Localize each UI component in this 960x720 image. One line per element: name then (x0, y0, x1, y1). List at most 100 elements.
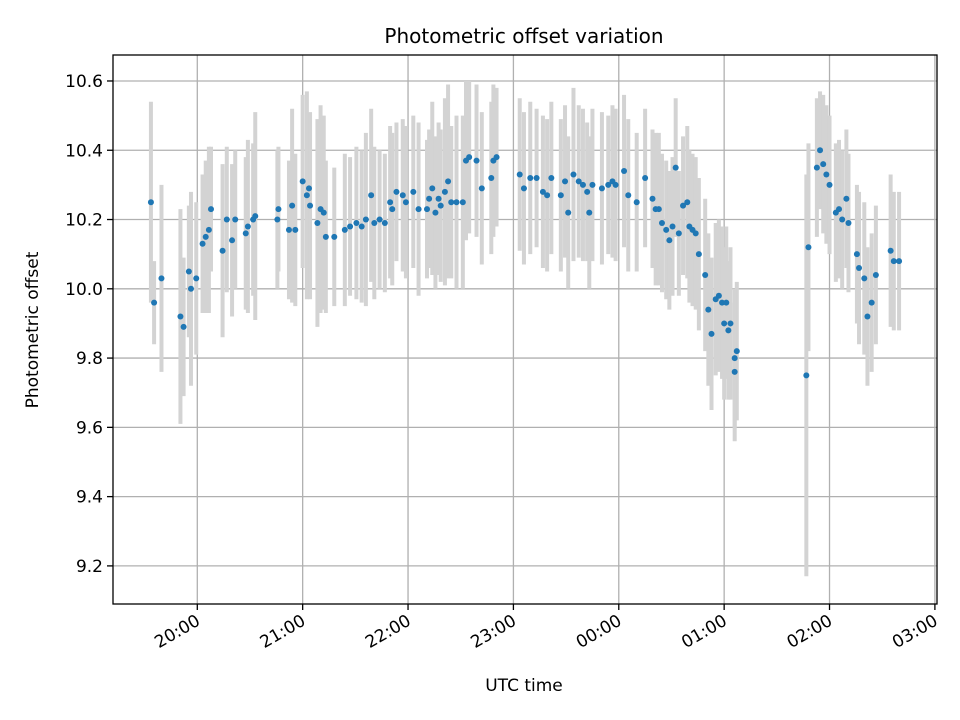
data-point (314, 219, 321, 226)
data-point (562, 178, 569, 185)
data-point (232, 216, 239, 223)
data-point (158, 275, 165, 282)
x-tick-label: 00:00 (573, 611, 625, 653)
data-point (199, 240, 206, 247)
data-point (527, 174, 534, 181)
chart-title: Photometric offset variation (384, 24, 663, 48)
data-point (727, 320, 734, 327)
data-point (861, 275, 868, 282)
data-point (649, 195, 656, 202)
data-point (586, 209, 593, 216)
data-point (402, 199, 409, 206)
data-point (387, 199, 394, 206)
data-point (731, 368, 738, 375)
data-point (347, 223, 354, 230)
data-point (516, 171, 523, 178)
data-point (589, 181, 596, 188)
data-point (305, 185, 312, 192)
data-point (544, 192, 551, 199)
data-point (376, 216, 383, 223)
data-point (410, 188, 417, 195)
data-point (675, 230, 682, 237)
data-point (177, 313, 184, 320)
y-tick-label: 9.8 (76, 349, 103, 369)
x-tick-label: 21:00 (257, 611, 309, 653)
data-point (448, 199, 455, 206)
data-point (303, 192, 310, 199)
data-point (633, 199, 640, 206)
data-point (533, 174, 540, 181)
y-tick-label: 10.2 (65, 211, 103, 231)
data-point (180, 323, 187, 330)
data-point (721, 320, 728, 327)
data-point (193, 275, 200, 282)
x-tick-label: 02:00 (784, 611, 836, 653)
data-point (358, 223, 365, 230)
data-point (473, 157, 480, 164)
data-point (731, 355, 738, 362)
data-point (219, 247, 226, 254)
y-axis-label: Photometric offset (23, 251, 43, 408)
data-point (820, 161, 827, 168)
y-tick-label: 9.2 (76, 557, 103, 577)
data-point (621, 168, 628, 175)
data-point (725, 327, 732, 334)
data-point (684, 199, 691, 206)
data-point (605, 181, 612, 188)
data-point (823, 171, 830, 178)
data-point (805, 244, 812, 251)
data-point (353, 219, 360, 226)
data-point (441, 188, 448, 195)
data-point (466, 154, 473, 161)
data-point (864, 313, 871, 320)
x-tick-label: 20:00 (151, 611, 203, 653)
data-point (459, 199, 466, 206)
data-point (548, 174, 555, 181)
data-point (669, 223, 676, 230)
y-tick-label: 10.0 (65, 280, 103, 300)
data-point (205, 226, 212, 233)
data-point (488, 174, 495, 181)
data-point (274, 216, 281, 223)
error-bars (148, 80, 902, 577)
data-point (341, 226, 348, 233)
data-point (723, 299, 730, 306)
x-axis: 20:00 21:00 22:00 23:00 00:00 01:00 02:00 03:00 (151, 604, 941, 653)
data-point (655, 206, 662, 213)
data-point (672, 164, 679, 171)
data-point (493, 154, 500, 161)
data-point (853, 251, 860, 258)
data-point (445, 178, 452, 185)
data-point (708, 330, 715, 337)
data-point (520, 185, 527, 192)
y-tick-label: 10.4 (65, 141, 103, 161)
x-tick-label: 23:00 (467, 611, 519, 653)
data-point (843, 195, 850, 202)
data-point (299, 178, 306, 185)
data-point (539, 188, 546, 195)
data-point (598, 185, 605, 192)
y-tick-label: 9.6 (76, 418, 103, 438)
data-point (307, 202, 314, 209)
data-point (557, 192, 564, 199)
data-point (803, 372, 810, 379)
data-point (839, 216, 846, 223)
data-point (715, 292, 722, 299)
data-point (826, 181, 833, 188)
data-point (658, 219, 665, 226)
data-point (680, 202, 687, 209)
y-tick-label: 10.6 (65, 72, 103, 92)
data-point (399, 192, 406, 199)
data-point (426, 195, 433, 202)
x-tick-label: 01:00 (678, 611, 730, 653)
data-point (368, 192, 375, 199)
data-point (289, 202, 296, 209)
data-point (435, 195, 442, 202)
x-tick-label: 22:00 (362, 611, 414, 653)
data-point (887, 247, 894, 254)
data-point (872, 271, 879, 278)
data-point (868, 299, 875, 306)
plot-frame (112, 54, 938, 605)
data-point (890, 258, 897, 265)
data-point (320, 209, 327, 216)
